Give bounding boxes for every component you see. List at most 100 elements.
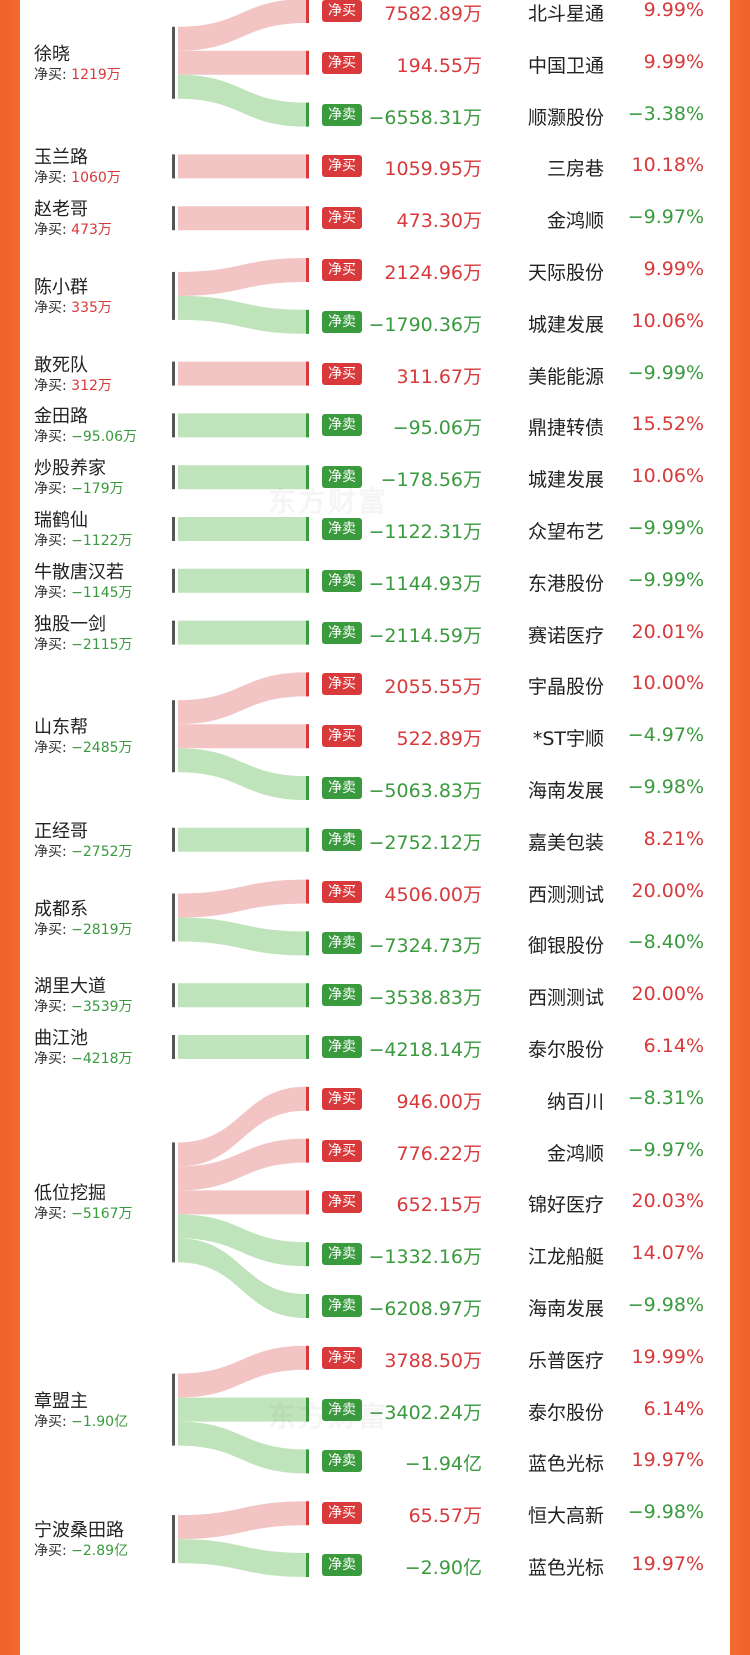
trader-net-value: 净买: −3539万	[34, 996, 133, 1016]
stock-name: 恒大高新	[527, 1505, 604, 1528]
stock-name: 三房巷	[546, 158, 604, 181]
price-change: −9.99%	[627, 361, 704, 384]
price-change: 20.00%	[631, 879, 704, 902]
trader-name: 金田路	[34, 406, 88, 428]
net-amount: −5167万	[71, 1206, 133, 1223]
stock-name: 蓝色光标	[527, 1557, 604, 1579]
price-change: −9.97%	[627, 1138, 704, 1161]
trader-name: 正经哥	[34, 820, 88, 842]
trader-net-value: 净买: −4218万	[34, 1048, 133, 1068]
trade-amount: −95.06万	[392, 417, 482, 440]
flow-band	[178, 465, 306, 490]
action-badge: 净买	[322, 1191, 362, 1214]
net-amount: 312万	[71, 377, 112, 394]
stock-name: 西测测试	[527, 987, 604, 1010]
action-badge: 净卖	[322, 1398, 362, 1421]
stock-name: 城建发展	[527, 469, 604, 492]
net-prefix: 净买:	[34, 921, 72, 938]
target-bar	[306, 1449, 309, 1474]
action-badge: 净买	[322, 207, 362, 230]
trade-amount: 7582.89万	[384, 3, 482, 25]
price-change: −8.31%	[627, 1086, 704, 1109]
target-bar	[306, 1242, 309, 1267]
price-change: 20.03%	[631, 1190, 704, 1213]
net-prefix: 净买:	[34, 1413, 72, 1430]
action-badge: 净买	[322, 1139, 362, 1162]
net-prefix: 净买:	[34, 1543, 72, 1560]
action-badge: 净卖	[322, 1554, 362, 1576]
target-bar	[306, 50, 309, 75]
action-badge: 净卖	[322, 569, 362, 592]
action-badge: 净买	[322, 725, 362, 748]
trade-amount: 65.57万	[408, 1505, 482, 1528]
action-badge: 净卖	[322, 777, 362, 799]
price-change: −9.98%	[627, 1501, 704, 1524]
target-bar	[306, 361, 309, 386]
trader-name: 瑞鹤仙	[34, 510, 88, 531]
stock-name: 宇晶股份	[527, 676, 604, 699]
trade-amount: 522.89万	[396, 728, 482, 751]
target-bar	[306, 154, 309, 179]
stock-name: 西测测试	[527, 883, 604, 906]
trader-name: 赵老哥	[34, 199, 88, 221]
target-bar	[306, 1345, 309, 1370]
trader-bar	[172, 1142, 175, 1263]
trader-name: 独股一剑	[34, 613, 106, 635]
stock-name: 金鸿顺	[546, 1142, 604, 1165]
flow-band	[178, 1086, 306, 1167]
trade-amount: 652.15万	[396, 1194, 482, 1217]
trader-bar	[172, 465, 175, 490]
stock-name: 蓝色光标	[527, 1453, 604, 1476]
target-bar	[306, 983, 309, 1008]
trader-bar	[172, 827, 175, 852]
trade-amount: −178.56万	[380, 469, 482, 492]
trade-amount: 946.00万	[396, 1090, 482, 1113]
price-change: 8.21%	[643, 827, 704, 850]
trade-amount: −6558.31万	[368, 106, 483, 129]
flow-band	[178, 0, 306, 51]
trader-name: 湖里大道	[34, 976, 106, 998]
trader-net-value: 净买: −2485万	[34, 737, 133, 757]
trader-bar	[172, 983, 175, 1008]
stock-name: 纳百川	[546, 1090, 604, 1113]
price-change: −4.97%	[627, 724, 704, 747]
net-prefix: 净买:	[34, 740, 72, 757]
trader-net-value: 净买: −2.89亿	[34, 1540, 128, 1560]
target-bar	[306, 931, 309, 956]
price-change: 14.07%	[631, 1242, 704, 1265]
net-prefix: 净买:	[34, 377, 72, 394]
price-change: −9.98%	[627, 776, 704, 798]
chart-panel	[20, 0, 730, 1655]
action-badge: 净买	[322, 1087, 362, 1110]
target-bar	[306, 1035, 309, 1059]
net-amount: −2819万	[71, 921, 133, 938]
target-bar	[306, 309, 309, 334]
trader-name: 成都系	[34, 898, 88, 920]
target-bar	[306, 258, 309, 282]
flow-band	[178, 568, 306, 593]
stock-name: 锦好医疗	[527, 1194, 604, 1217]
action-badge: 净卖	[322, 518, 362, 540]
flow-band	[178, 154, 306, 179]
trader-name: 陈小群	[34, 276, 88, 298]
price-change: −9.98%	[627, 1294, 704, 1316]
trade-amount: −1144.93万	[368, 572, 483, 595]
target-bar	[306, 568, 309, 593]
stock-name: 顺灏股份	[527, 106, 604, 129]
net-amount: −3539万	[71, 999, 133, 1016]
stock-name: 城建发展	[527, 313, 604, 336]
trader-net-value: 净买: 473万	[34, 219, 112, 239]
net-amount: −4218万	[71, 1051, 133, 1067]
price-change: 10.00%	[631, 672, 704, 695]
net-amount: −1145万	[71, 584, 133, 601]
price-change: 9.99%	[643, 50, 704, 73]
net-prefix: 净买:	[34, 170, 72, 187]
flow-band	[178, 917, 306, 956]
stock-name: 泰尔股份	[527, 1401, 604, 1424]
action-badge: 净卖	[322, 932, 362, 955]
trader-net-value: 净买: −95.06万	[34, 426, 137, 446]
trade-amount: 3788.50万	[384, 1349, 482, 1372]
price-change: 20.00%	[631, 983, 704, 1006]
trade-amount: −6208.97万	[368, 1298, 483, 1320]
trade-amount: −1790.36万	[368, 313, 483, 336]
